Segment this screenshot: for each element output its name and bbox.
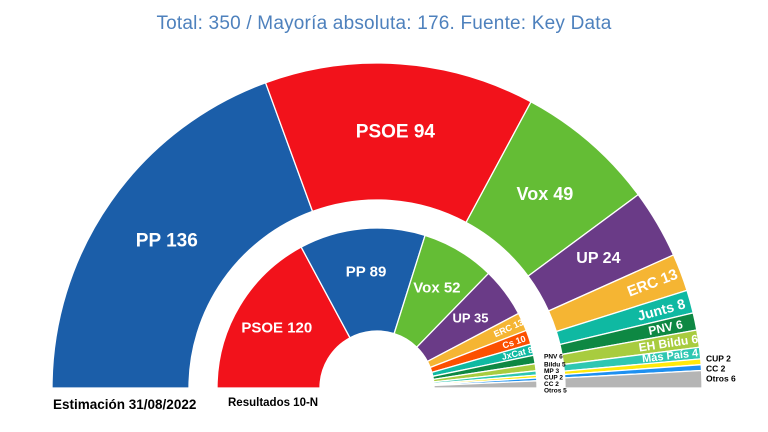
slice-label-estimacion-pp: PP 136 bbox=[136, 231, 198, 252]
ring-label-estimacion: Estimación 31/08/2022 bbox=[53, 397, 197, 412]
slice-label-estimacion-cup: CUP 2 bbox=[706, 353, 731, 363]
slice-label-resultados-otros: Otros 5 bbox=[544, 388, 567, 395]
slice-label-resultados-vox: Vox 52 bbox=[413, 279, 460, 296]
slice-resultados-otros[interactable] bbox=[433, 380, 538, 389]
slice-label-resultados-mp: MP 3 bbox=[544, 368, 559, 375]
slice-label-resultados-pnv: PNV 6 bbox=[544, 353, 563, 360]
slice-label-estimacion-otros: Otros 6 bbox=[706, 373, 736, 383]
slice-label-resultados-bildu: Bildu 5 bbox=[544, 362, 566, 369]
slice-resultados-pp[interactable] bbox=[300, 227, 426, 339]
slice-label-resultados-psoe: PSOE 120 bbox=[241, 320, 312, 337]
slice-estimacion-psoe[interactable] bbox=[264, 62, 532, 224]
chart-title: Total: 350 / Mayoría absoluta: 176. Fuen… bbox=[156, 13, 612, 34]
slice-label-resultados-pp: PP 89 bbox=[346, 263, 387, 280]
slice-estimacion-otros[interactable] bbox=[564, 369, 703, 389]
slice-label-resultados-cc: CC 2 bbox=[544, 381, 559, 388]
slice-resultados-psoe[interactable] bbox=[216, 246, 351, 389]
slice-label-estimacion-cc: CC 2 bbox=[706, 363, 726, 373]
slice-label-estimacion-psoe: PSOE 94 bbox=[356, 122, 436, 143]
slice-label-estimacion-up: UP 24 bbox=[576, 250, 620, 267]
slice-label-resultados-up: UP 35 bbox=[453, 311, 489, 326]
slice-label-estimacion-vox: Vox 49 bbox=[517, 184, 574, 204]
slice-label-estimacion-pnv: PNV 6 bbox=[647, 317, 684, 338]
ring-label-resultados: Resultados 10-N bbox=[228, 397, 319, 409]
slice-label-resultados-cup: CUP 2 bbox=[544, 375, 563, 382]
slice-estimacion-pp[interactable] bbox=[51, 82, 314, 389]
